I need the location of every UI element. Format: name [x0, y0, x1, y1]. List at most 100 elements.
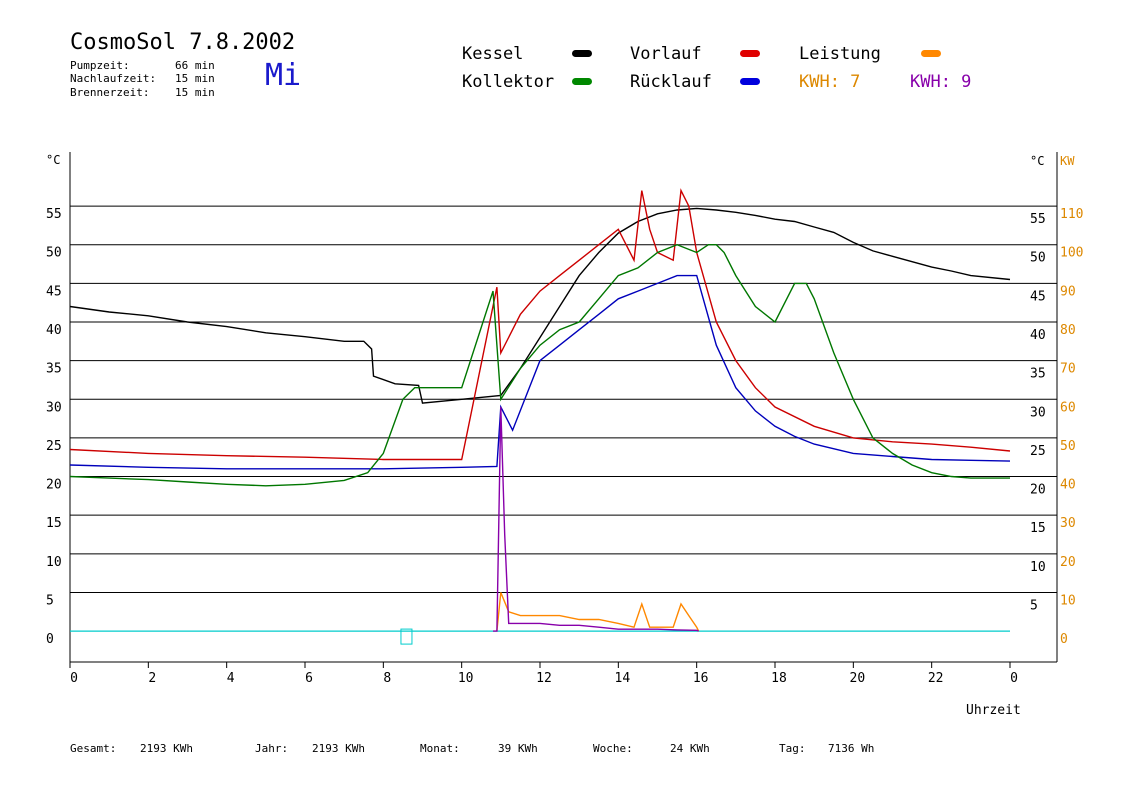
kw-tick-label: 110	[1060, 207, 1083, 222]
legend-kwh-burner: KWH: 9	[910, 72, 972, 92]
y-tick-label-left: 35	[46, 362, 62, 377]
info-nachlaufzeit: Nachlaufzeit: 15 min	[70, 72, 215, 85]
x-axis-label: Uhrzeit	[966, 703, 1021, 718]
info-pumpzeit: Pumpzeit: 66 min	[70, 59, 215, 72]
footer-monat: Monat: 39 KWh	[420, 742, 538, 755]
series-line-kessel	[69, 207, 1011, 404]
legend-kollektor-swatch	[572, 78, 592, 85]
y-tick-label-left: 50	[46, 246, 62, 261]
kw-tick-label: 80	[1060, 323, 1076, 338]
kw-unit-label: KW	[1060, 154, 1075, 168]
legend-leistung-swatch	[921, 50, 941, 57]
y-tick-label-right: 20	[1030, 483, 1046, 498]
y-tick-label-right: 35	[1030, 367, 1046, 382]
series-line-kollektor	[69, 243, 1010, 487]
info-brennerzeit: Brennerzeit: 15 min	[70, 86, 215, 99]
legend-ruecklauf-label: Rücklauf	[630, 72, 712, 92]
footer-jahr: Jahr: 2193 KWh	[255, 742, 365, 755]
footer-value: 2193 KWh	[140, 742, 193, 755]
left-unit-label: °C	[46, 153, 60, 167]
zero-marker	[400, 628, 413, 645]
footer-gesamt: Gesamt: 2193 KWh	[70, 742, 193, 755]
kw-tick-label: 0	[1060, 632, 1068, 647]
footer-label: Tag:	[779, 742, 806, 755]
y-tick-label-left: 55	[46, 207, 62, 222]
footer-value: 24 KWh	[670, 742, 710, 755]
legend-vorlauf-label: Vorlauf	[630, 44, 702, 64]
y-tick-label-right: 30	[1030, 405, 1046, 420]
y-tick-label-left: 25	[46, 439, 62, 454]
info-label: Nachlaufzeit:	[70, 72, 157, 85]
x-tick-label: 4	[227, 671, 235, 686]
y-tick-label-left: 10	[46, 555, 62, 570]
legend-kwh-solar: KWH: 7	[799, 72, 861, 92]
legend-vorlauf-swatch	[740, 50, 760, 57]
x-tick-label: 10	[458, 671, 474, 686]
x-tick-label: 18	[771, 671, 787, 686]
footer-label: Jahr:	[255, 742, 289, 755]
x-tick-label: 16	[693, 671, 709, 686]
weekday-label: Mi	[265, 58, 302, 93]
tick-labels: 0 2 4 6 8 10 12 14 16 18 20 22 005101520253035404550…	[46, 207, 1083, 686]
y-tick-label-left: 30	[46, 400, 62, 415]
grid-lines	[70, 205, 1057, 593]
series-line-ruecklauf	[69, 274, 1011, 470]
footer-label: Monat:	[420, 742, 460, 755]
footer-label: Gesamt:	[70, 742, 117, 755]
y-tick-label-left: 40	[46, 323, 62, 338]
legend-ruecklauf-swatch	[740, 78, 760, 85]
y-tick-label-right: 5	[1030, 598, 1038, 613]
y-tick-label-right: 55	[1030, 212, 1046, 227]
kw-tick-label: 90	[1060, 284, 1076, 299]
kw-tick-label: 10	[1060, 593, 1076, 608]
y-tick-label-right: 25	[1030, 444, 1046, 459]
kw-tick-label: 30	[1060, 516, 1076, 531]
y-tick-label-left: 15	[46, 516, 62, 531]
info-label: Brennerzeit:	[70, 86, 150, 99]
y-tick-label-left: 20	[46, 478, 62, 493]
kw-tick-label: 20	[1060, 555, 1076, 570]
kw-tick-label: 70	[1060, 362, 1076, 377]
y-tick-label-right: 10	[1030, 560, 1046, 575]
info-value: 15 min	[175, 86, 215, 99]
x-tick-label: 12	[536, 671, 552, 686]
footer-label: Woche:	[593, 742, 633, 755]
info-value: 66 min	[175, 59, 215, 72]
chart-title: CosmoSol 7.8.2002	[70, 30, 296, 55]
info-value: 15 min	[175, 72, 215, 85]
y-tick-label-left: 5	[46, 593, 54, 608]
series-lines	[69, 188, 1011, 645]
x-tick-label: 0	[1010, 671, 1018, 686]
x-tick-label: 14	[615, 671, 631, 686]
kw-tick-label: 60	[1060, 400, 1076, 415]
footer-value: 2193 KWh	[312, 742, 365, 755]
legend-kessel-label: Kessel	[462, 44, 524, 64]
x-tick-label: 6	[305, 671, 313, 686]
y-tick-label-right: 45	[1030, 289, 1046, 304]
info-label: Pumpzeit:	[70, 59, 130, 72]
y-tick-label-right: 40	[1030, 328, 1046, 343]
x-tick-label: 8	[383, 671, 391, 686]
kw-tick-label: 100	[1060, 246, 1083, 261]
series-line-leistung	[496, 592, 700, 632]
x-tick-label: 2	[148, 671, 156, 686]
series-line-vorlauf	[69, 188, 1011, 461]
right-unit-label: °C	[1030, 154, 1044, 168]
legend-kollektor-label: Kollektor	[462, 72, 555, 92]
y-tick-label-left: 0	[46, 632, 54, 647]
footer-value: 7136 Wh	[828, 742, 875, 755]
axes	[69, 152, 1058, 668]
kw-tick-label: 50	[1060, 439, 1076, 454]
y-tick-label-right: 50	[1030, 251, 1046, 266]
x-tick-label: 0	[70, 671, 78, 686]
x-tick-label: 20	[850, 671, 866, 686]
y-tick-label-right: 15	[1030, 521, 1046, 536]
series-line-kwh	[493, 406, 699, 632]
legend-kessel-swatch	[572, 50, 592, 57]
footer-value: 39 KWh	[498, 742, 538, 755]
x-tick-label: 22	[928, 671, 944, 686]
footer-tag: Tag: 7136 Wh	[779, 742, 874, 755]
kw-tick-label: 40	[1060, 478, 1076, 493]
legend-leistung-label: Leistung	[799, 44, 881, 64]
